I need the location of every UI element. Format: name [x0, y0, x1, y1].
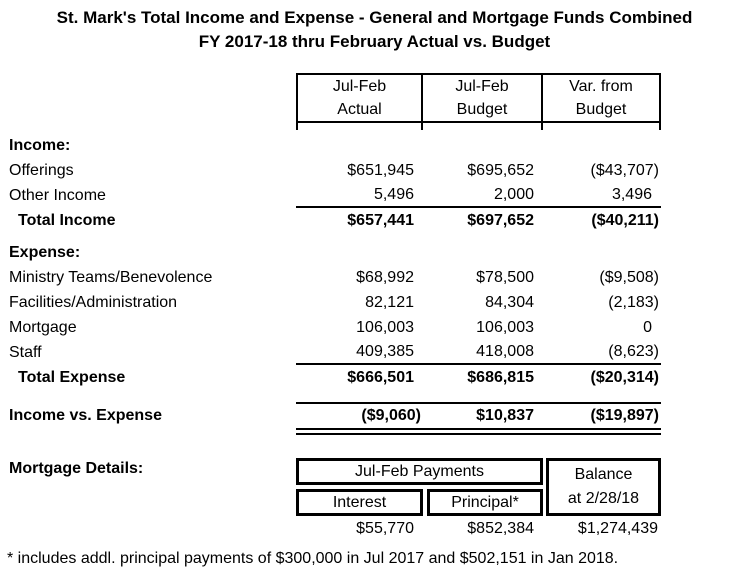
row-label: Income vs. Expense — [9, 407, 162, 424]
row-label: Total Income — [18, 211, 116, 229]
expense-row-mortgage: Mortgage 106,003 106,003 0 — [0, 315, 749, 340]
budget-cell: $697,652 — [467, 211, 534, 229]
actual-cell: $666,501 — [347, 368, 414, 386]
variance-cell: ($43,707) — [590, 161, 660, 179]
mortgage-balance-value: $1,274,439 — [577, 520, 658, 537]
actual-cell: $68,992 — [356, 268, 414, 286]
budget-cell: $10,837 — [423, 402, 543, 430]
section-spacer — [0, 233, 749, 240]
mortgage-values-row: $55,770 $852,384 $1,274,439 — [296, 518, 661, 540]
row-label: Facilities/Administration — [9, 293, 178, 311]
actual-cell: $657,441 — [347, 211, 414, 229]
actual-cell: $651,945 — [347, 161, 414, 179]
column-header-budget: Jul-Feb Budget — [423, 73, 543, 123]
mortgage-balance-header: Balance at 2/28/18 — [546, 458, 661, 516]
column-header-budget-line-1: Jul-Feb — [455, 78, 509, 95]
budget-cell: 106,003 — [476, 318, 534, 336]
budget-cell: $695,652 — [467, 161, 534, 179]
mortgage-principal-value: $852,384 — [467, 520, 534, 537]
mortgage-principal-header: Principal* — [427, 489, 543, 516]
variance-cell: (8,623) — [543, 340, 661, 365]
income-section-label: Income: — [9, 136, 71, 154]
double-underline — [296, 433, 661, 435]
column-header-budget-line-2: Budget — [456, 101, 508, 118]
mortgage-interest-header: Interest — [296, 489, 423, 516]
footnote: * includes addl. principal payments of $… — [7, 550, 619, 567]
column-header-row: Jul-Feb Actual Jul-Feb Budget Var. from … — [296, 73, 749, 123]
variance-cell: (2,183) — [608, 293, 659, 311]
row-label: Ministry Teams/Benevolence — [9, 268, 213, 286]
income-row-offerings: Offerings $651,945 $695,652 ($43,707) — [0, 158, 749, 183]
actual-cell: 409,385 — [296, 340, 423, 365]
actual-cell: 82,121 — [365, 293, 414, 311]
column-header-variance: Var. from Budget — [543, 73, 661, 123]
variance-cell: 3,496 — [543, 183, 661, 208]
section-spacer — [0, 390, 749, 402]
expense-row-facilities: Facilities/Administration 82,121 84,304 … — [0, 290, 749, 315]
mortgage-interest-value: $55,770 — [356, 520, 414, 537]
mortgage-details-label: Mortgage Details: — [9, 460, 144, 477]
budget-cell: 418,008 — [423, 340, 543, 365]
expense-section-label: Expense: — [9, 243, 81, 261]
budget-cell: 84,304 — [485, 293, 534, 311]
expense-row-staff: Staff 409,385 418,008 (8,623) — [0, 340, 749, 365]
column-header-actual-line-1: Jul-Feb — [332, 78, 387, 95]
budget-cell: $686,815 — [467, 368, 534, 386]
variance-cell: ($19,897) — [543, 402, 661, 430]
row-label: Staff — [9, 343, 42, 361]
mortgage-details-section: Mortgage Details: Jul-Feb Payments Balan… — [0, 458, 749, 542]
mortgage-balance-header-line-1: Balance — [574, 466, 633, 483]
income-section-header-row: Income: — [0, 133, 749, 158]
mortgage-payments-header: Jul-Feb Payments — [296, 458, 543, 485]
actual-cell: 106,003 — [356, 318, 414, 336]
income-total-row: Total Income $657,441 $697,652 ($40,211) — [0, 208, 749, 233]
column-header-variance-line-1: Var. from — [569, 78, 633, 95]
row-label: Other Income — [9, 186, 106, 204]
expense-total-row: Total Expense $666,501 $686,815 ($20,314… — [0, 365, 749, 390]
row-label: Offerings — [9, 161, 74, 179]
income-row-other-income: Other Income 5,496 2,000 3,496 — [0, 183, 749, 208]
row-label: Total Expense — [18, 368, 126, 386]
header-border-stub — [296, 123, 661, 130]
expense-row-ministry-teams: Ministry Teams/Benevolence $68,992 $78,5… — [0, 265, 749, 290]
report-title: St. Mark's Total Income and Expense - Ge… — [0, 0, 749, 54]
variance-cell: 0 — [643, 318, 652, 336]
expense-section-header-row: Expense: — [0, 240, 749, 265]
actual-cell: ($9,060) — [296, 402, 423, 430]
report-title-line-1: St. Mark's Total Income and Expense - Ge… — [56, 8, 693, 27]
column-header-actual: Jul-Feb Actual — [296, 73, 423, 123]
actual-cell: 5,496 — [296, 183, 423, 208]
column-header-variance-line-2: Budget — [575, 101, 627, 118]
budget-cell: 2,000 — [423, 183, 543, 208]
budget-cell: $78,500 — [476, 268, 534, 286]
row-label: Mortgage — [9, 318, 77, 336]
variance-cell: ($40,211) — [591, 211, 659, 229]
variance-cell: ($9,508) — [599, 268, 659, 286]
mortgage-balance-header-line-2: at 2/28/18 — [567, 490, 640, 507]
variance-cell: ($20,314) — [590, 368, 660, 386]
column-header-actual-line-2: Actual — [337, 101, 382, 118]
report-title-line-2: FY 2017-18 thru February Actual vs. Budg… — [198, 32, 551, 51]
net-income-vs-expense-row: Income vs. Expense ($9,060) $10,837 ($19… — [0, 402, 749, 430]
